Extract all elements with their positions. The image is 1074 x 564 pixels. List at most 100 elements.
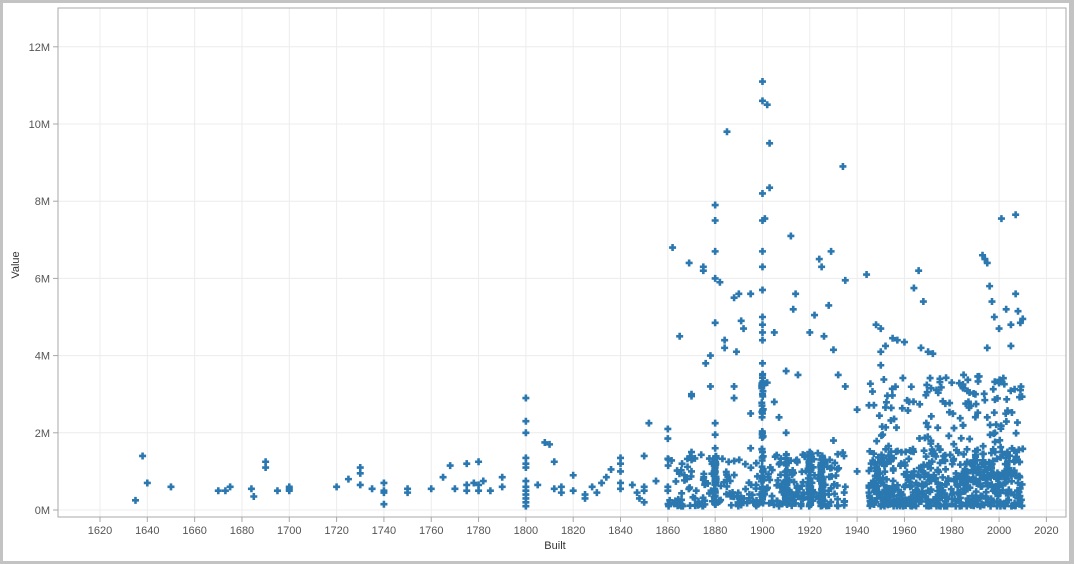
data-point — [997, 443, 1005, 451]
data-point — [711, 319, 719, 327]
data-point — [711, 217, 719, 224]
data-point — [799, 451, 807, 459]
data-points — [131, 78, 1027, 510]
data-point — [711, 274, 719, 282]
y-tick-label: 12M — [29, 42, 50, 54]
data-point — [942, 374, 950, 382]
data-point — [773, 451, 781, 459]
data-point — [939, 473, 947, 481]
data-point — [712, 479, 720, 487]
data-point — [926, 374, 934, 382]
data-point — [593, 489, 601, 497]
data-point — [333, 483, 341, 491]
data-point — [766, 139, 774, 147]
data-point — [775, 460, 783, 468]
data-point — [685, 485, 693, 493]
data-point — [678, 460, 686, 468]
data-point — [941, 502, 949, 510]
x-tick-label: 2020 — [1034, 525, 1058, 537]
data-point — [498, 483, 506, 491]
data-point — [645, 419, 653, 427]
data-point — [868, 388, 876, 396]
data-point — [915, 488, 923, 496]
data-point — [831, 490, 839, 498]
data-point — [903, 396, 911, 404]
data-point — [963, 502, 971, 510]
data-point — [886, 455, 894, 463]
data-point — [680, 476, 688, 484]
data-point — [711, 431, 719, 439]
x-tick-label: 1960 — [892, 525, 916, 537]
data-point — [926, 487, 934, 495]
data-point — [1012, 429, 1020, 437]
data-point — [675, 470, 683, 478]
data-point — [986, 431, 994, 439]
data-point — [139, 452, 147, 460]
data-point — [747, 410, 755, 417]
data-point — [758, 247, 766, 255]
data-point — [814, 449, 822, 457]
data-point — [676, 501, 684, 509]
data-point — [688, 448, 695, 456]
data-point — [865, 484, 873, 492]
data-point — [945, 432, 953, 440]
data-point — [1008, 408, 1016, 416]
data-point — [840, 498, 848, 506]
data-point — [888, 385, 896, 393]
plot-area-border — [57, 7, 1067, 518]
data-point — [989, 457, 997, 465]
data-point — [903, 468, 911, 476]
data-point — [915, 464, 923, 472]
data-point — [827, 247, 835, 255]
data-point — [737, 494, 745, 502]
data-point — [479, 477, 487, 485]
data-point — [730, 382, 738, 390]
data-point — [962, 469, 970, 477]
data-point — [131, 496, 139, 504]
data-point — [910, 467, 918, 475]
data-point — [1016, 319, 1024, 327]
data-point — [758, 475, 766, 483]
x-tick-label: 1980 — [940, 525, 964, 537]
data-point — [522, 477, 530, 485]
data-point — [839, 449, 847, 457]
data-point — [380, 500, 388, 508]
data-point — [956, 461, 964, 469]
data-point — [758, 399, 766, 407]
data-point — [878, 451, 886, 459]
data-point — [922, 419, 930, 427]
data-point — [959, 422, 967, 430]
data-point — [869, 457, 877, 465]
data-point — [783, 471, 791, 479]
data-point — [640, 498, 648, 506]
data-point — [640, 483, 648, 491]
data-point — [927, 437, 935, 445]
x-tick-label: 1760 — [419, 525, 443, 537]
data-point — [783, 458, 791, 466]
data-point — [956, 499, 964, 507]
data-point — [735, 290, 743, 298]
data-point — [747, 444, 755, 452]
data-point — [983, 344, 991, 352]
data-point — [920, 461, 928, 469]
data-point — [463, 460, 471, 468]
data-point — [763, 101, 771, 109]
data-point — [1002, 305, 1010, 313]
data-point — [989, 487, 997, 495]
data-point — [1008, 477, 1016, 485]
data-point — [702, 359, 710, 367]
data-point — [758, 490, 766, 498]
data-point — [1016, 386, 1024, 394]
data-point — [753, 496, 761, 504]
data-point — [995, 325, 1003, 333]
data-point — [939, 397, 947, 405]
data-point — [997, 215, 1005, 223]
data-point — [740, 325, 748, 333]
data-point — [948, 500, 956, 508]
data-point — [912, 493, 920, 501]
data-point — [952, 469, 960, 477]
data-point — [759, 452, 767, 460]
data-point — [686, 452, 694, 460]
data-point — [752, 485, 760, 493]
data-point — [752, 459, 760, 467]
